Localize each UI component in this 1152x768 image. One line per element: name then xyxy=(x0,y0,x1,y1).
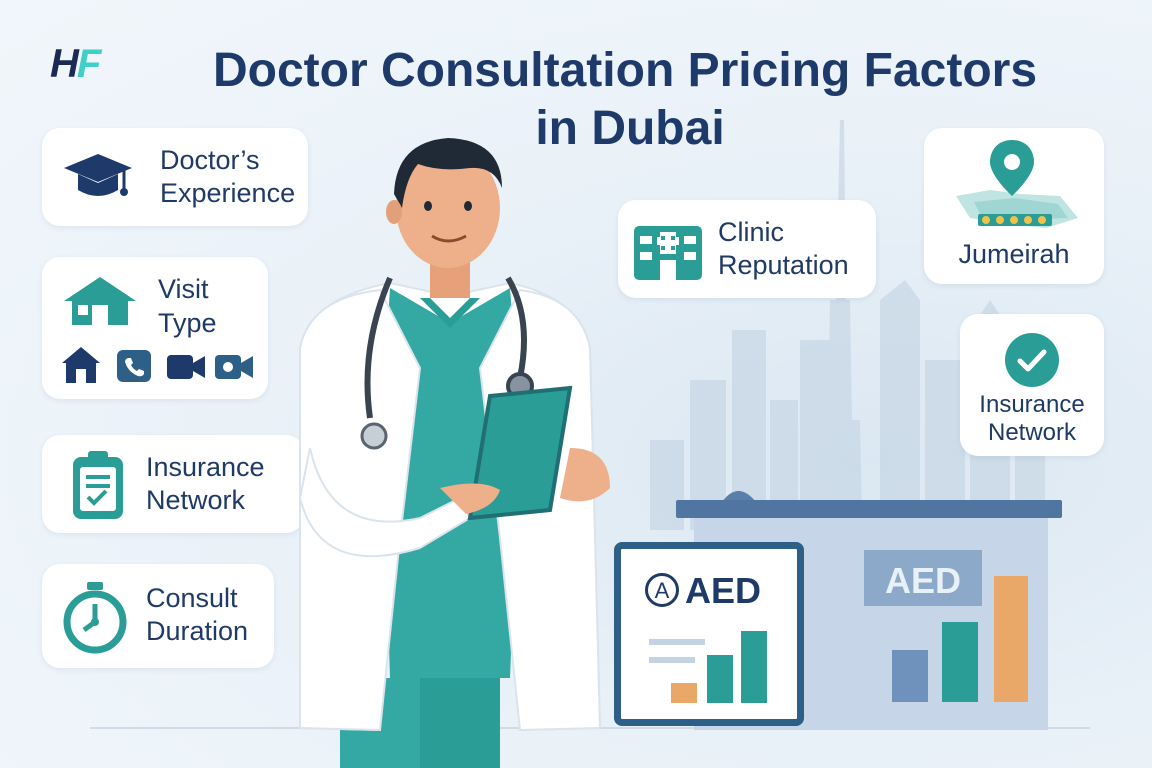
card-clinic-reputation: Clinic Reputation xyxy=(618,200,876,298)
card-label-line-2: Network xyxy=(987,419,1077,446)
card-label: Jumeirah xyxy=(958,239,1070,269)
card-label-line-1: Insurance xyxy=(979,391,1085,418)
clipboard-icon xyxy=(73,451,123,519)
video-call-icon xyxy=(215,355,253,379)
card-jumeirah: Jumeirah xyxy=(924,128,1104,284)
price-badge: A xyxy=(645,573,679,607)
card-label-line-2: Type xyxy=(158,308,217,338)
price-bar-chart xyxy=(649,631,767,703)
title-line-2: in Dubai xyxy=(535,102,725,155)
title-line-1: Doctor Consultation Pricing Factors xyxy=(212,44,1038,97)
card-label-line-2: Reputation xyxy=(718,250,849,280)
price-currency: AED xyxy=(685,570,762,611)
page-title: Doctor Consultation Pricing Factors in D… xyxy=(120,42,1130,158)
card-label-line-1: Visit xyxy=(158,274,209,304)
card-label-line-1: Clinic xyxy=(718,217,785,247)
card-label-line-1: Doctor’s xyxy=(160,145,260,175)
video-camera-icon xyxy=(167,355,205,379)
card-insurance-network-right: Insurance Network xyxy=(960,314,1104,456)
house-icon xyxy=(64,277,136,325)
doctor-illustration xyxy=(298,138,610,768)
card-insurance-network-left: Insurance Network xyxy=(42,435,304,533)
card-label-line-1: Consult xyxy=(146,583,238,613)
card-visit-type: Visit Type xyxy=(42,257,268,399)
hf-logo: HF xyxy=(50,42,101,86)
graduation-cap-icon xyxy=(64,154,132,196)
card-label-line-2: Duration xyxy=(146,616,249,646)
card-doctors-experience: Doctor’s Experience xyxy=(42,128,308,226)
price-board: A AED xyxy=(614,542,804,726)
stopwatch-icon xyxy=(63,582,127,654)
building-aed-sign: AED xyxy=(884,560,961,601)
hospital-icon xyxy=(634,226,702,280)
map-pin-icon xyxy=(956,140,1078,228)
card-consult-duration: Consult Duration xyxy=(42,564,274,668)
card-label-line-1: Insurance xyxy=(146,452,265,482)
home-icon xyxy=(62,347,100,383)
card-label-line-2: Network xyxy=(146,485,246,515)
card-label-line-2: Experience xyxy=(160,178,296,208)
check-circle-icon xyxy=(1005,333,1059,387)
phone-icon xyxy=(117,350,151,382)
